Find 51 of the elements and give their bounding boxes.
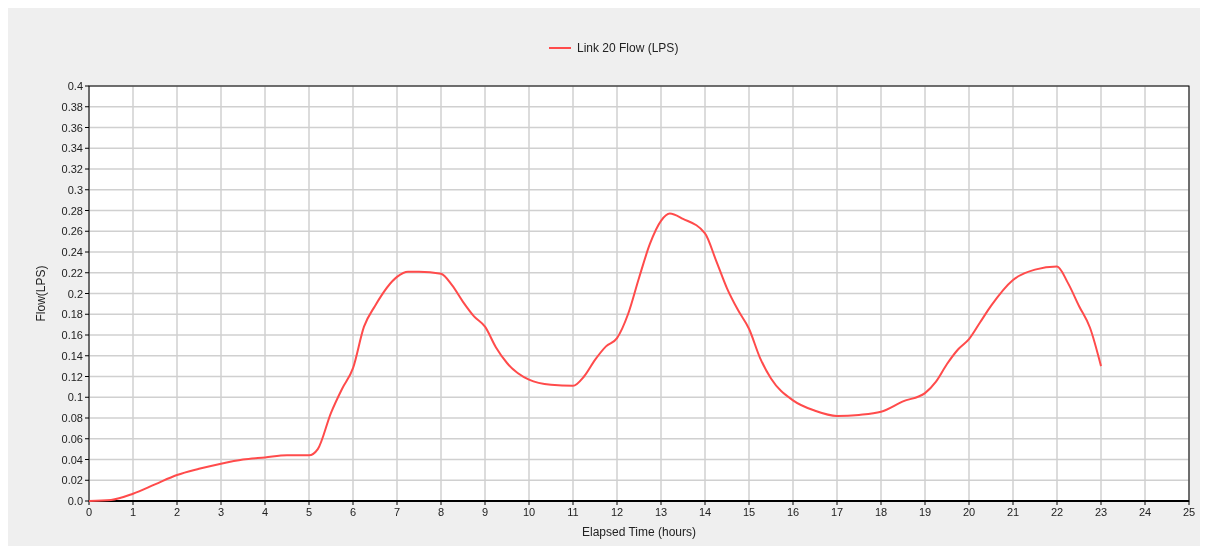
x-tick-label: 12 (610, 506, 624, 518)
x-tick-label: 23 (1094, 506, 1108, 518)
x-tick-label: 3 (217, 506, 225, 518)
x-tick-label: 24 (1138, 506, 1152, 518)
y-tick-label: 0.36 (61, 121, 83, 134)
y-tick-label: 0.14 (61, 349, 83, 362)
x-tick-label: 4 (261, 506, 269, 518)
x-tick-label: 18 (874, 506, 888, 518)
y-tick-label: 0.28 (61, 204, 83, 217)
x-tick-label: 6 (349, 506, 357, 518)
y-tick-label: 0.18 (61, 308, 83, 321)
x-tick-label: 15 (742, 506, 756, 518)
y-tick-label: 0.08 (61, 412, 83, 424)
x-tick-label: 20 (962, 506, 976, 518)
x-tick-label: 22 (1050, 506, 1064, 518)
x-tick-label: 21 (1006, 506, 1020, 518)
x-tick-label: 25 (1182, 506, 1196, 518)
y-tick-label: 0.32 (61, 163, 83, 175)
y-tick-label: 0.3 (67, 183, 83, 196)
y-tick-label: 0.38 (61, 100, 83, 113)
y-tick-label: 0.22 (61, 266, 83, 279)
x-tick-label: 0 (85, 506, 93, 518)
x-axis-title: Elapsed Time (hours) (581, 525, 697, 539)
x-tick-label: 16 (786, 506, 800, 518)
x-tick-label: 8 (437, 506, 445, 518)
y-tick-label: 0.0 (67, 495, 83, 507)
x-tick-label: 1 (129, 506, 137, 518)
y-tick-label: 0.12 (61, 370, 83, 383)
x-tick-label: 10 (522, 506, 536, 518)
x-tick-label: 19 (918, 506, 932, 518)
line-series (88, 212, 1102, 502)
y-axis-title: Flow(LPS) (34, 265, 48, 322)
y-tick-label: 0.06 (61, 432, 83, 445)
legend-label: Link 20 Flow (LPS) (577, 41, 679, 55)
y-tick-label: 0.34 (61, 142, 83, 155)
y-tick-label: 0.4 (67, 80, 83, 92)
y-tick-label: 0.24 (61, 246, 83, 258)
x-tick-label: 13 (654, 506, 668, 518)
x-tick-label: 17 (830, 506, 844, 518)
y-tick-label: 0.26 (61, 225, 83, 238)
y-tick-label: 0.16 (61, 329, 83, 341)
x-tick-label: 14 (698, 506, 712, 518)
y-tick-label: 0.1 (67, 391, 83, 404)
x-tick-label: 11 (567, 506, 579, 518)
y-tick-label: 0.04 (61, 453, 83, 466)
x-tick-label: 5 (305, 506, 313, 518)
x-tick-label: 2 (173, 506, 181, 518)
y-tick-label: 0.02 (61, 474, 83, 487)
x-tick-label: 9 (481, 506, 489, 518)
y-tick-label: 0.2 (67, 287, 83, 300)
x-tick-label: 7 (393, 506, 401, 518)
